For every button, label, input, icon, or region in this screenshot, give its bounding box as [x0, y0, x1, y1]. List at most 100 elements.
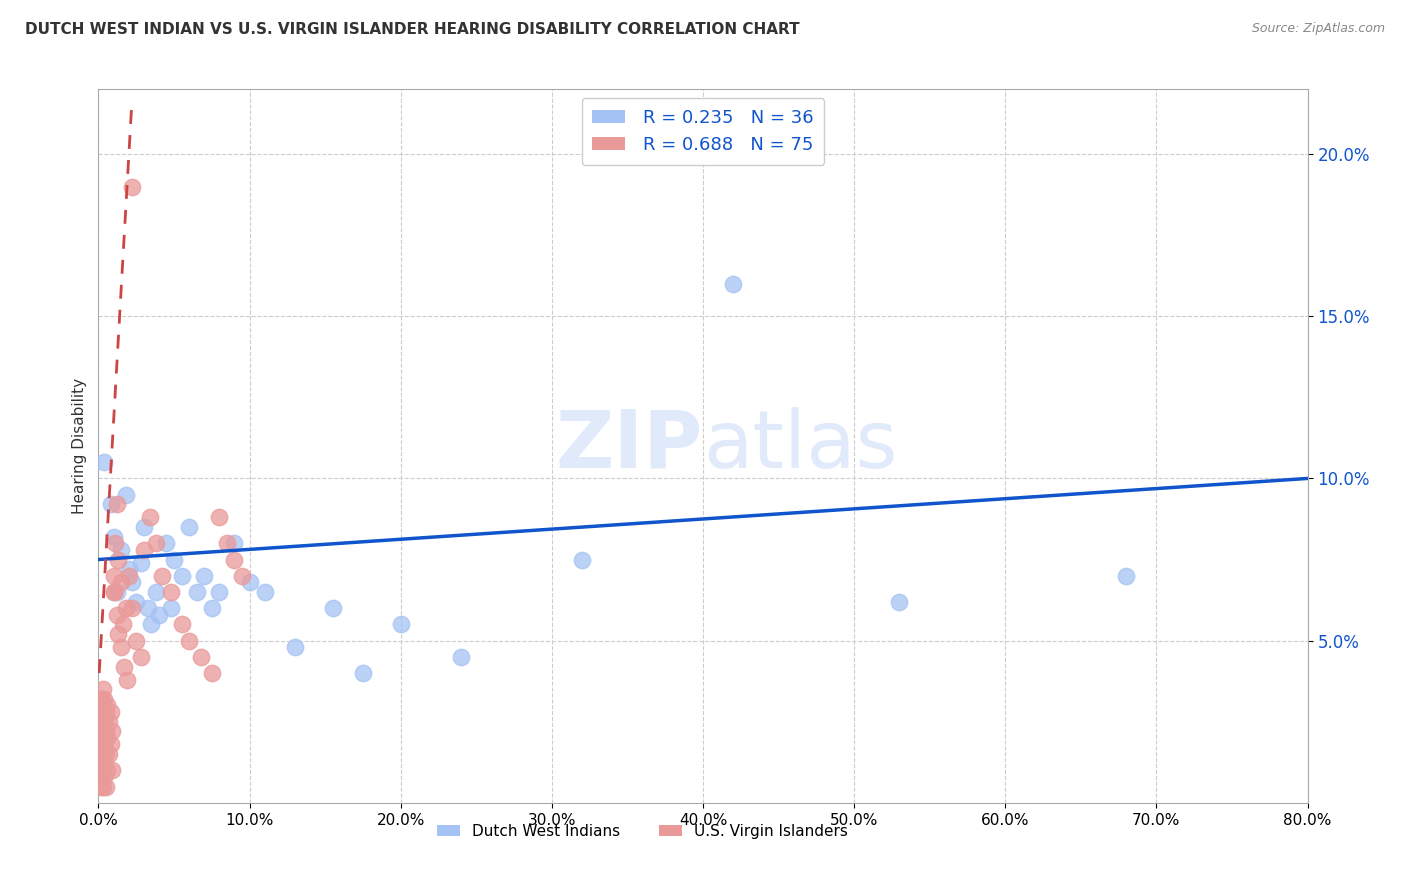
Point	[1115, 568, 1137, 582]
Point	[89, 738, 111, 752]
Point	[179, 520, 201, 534]
Point	[132, 520, 155, 534]
Point	[121, 601, 143, 615]
Point	[103, 585, 125, 599]
Text: DUTCH WEST INDIAN VS U.S. VIRGIN ISLANDER HEARING DISABILITY CORRELATION CHART: DUTCH WEST INDIAN VS U.S. VIRGIN ISLANDE…	[25, 22, 800, 37]
Point	[93, 692, 115, 706]
Point	[125, 633, 148, 648]
Point	[132, 542, 155, 557]
Point	[215, 536, 238, 550]
Point	[231, 568, 253, 582]
Point	[112, 659, 135, 673]
Point	[118, 562, 141, 576]
Point	[93, 770, 115, 784]
Point	[89, 714, 111, 729]
Point	[89, 770, 111, 784]
Point	[94, 705, 117, 719]
Point	[96, 764, 118, 778]
Point	[104, 536, 127, 550]
Point	[96, 731, 118, 745]
Point	[145, 585, 167, 599]
Point	[89, 764, 111, 778]
Point	[160, 601, 183, 615]
Point	[98, 747, 121, 761]
Point	[129, 649, 152, 664]
Point	[111, 617, 134, 632]
Point	[101, 724, 124, 739]
Point	[90, 764, 112, 778]
Point	[224, 552, 246, 566]
Point	[322, 601, 344, 615]
Point	[141, 617, 163, 632]
Point	[352, 666, 374, 681]
Point	[224, 536, 246, 550]
Point	[90, 747, 112, 761]
Point	[114, 601, 136, 615]
Point	[208, 510, 231, 524]
Point	[89, 756, 111, 771]
Point	[89, 724, 111, 739]
Point	[284, 640, 307, 654]
Point	[121, 179, 143, 194]
Point	[114, 488, 136, 502]
Point	[101, 764, 124, 778]
Point	[105, 585, 128, 599]
Point	[889, 595, 911, 609]
Text: ZIP: ZIP	[555, 407, 703, 485]
Point	[93, 714, 115, 729]
Point	[90, 714, 112, 729]
Point	[110, 542, 132, 557]
Point	[186, 585, 208, 599]
Point	[89, 692, 111, 706]
Point	[89, 705, 111, 719]
Point	[115, 673, 138, 687]
Point	[93, 455, 115, 469]
Point	[125, 595, 148, 609]
Point	[571, 552, 593, 566]
Point	[91, 764, 114, 778]
Point	[170, 617, 193, 632]
Point	[91, 780, 114, 794]
Point	[90, 780, 112, 794]
Point	[170, 568, 193, 582]
Point	[239, 575, 262, 590]
Point	[107, 552, 129, 566]
Point	[89, 731, 111, 745]
Point	[90, 747, 112, 761]
Point	[193, 568, 215, 582]
Point	[107, 627, 129, 641]
Text: Source: ZipAtlas.com: Source: ZipAtlas.com	[1251, 22, 1385, 36]
Point	[100, 705, 122, 719]
Point	[103, 585, 125, 599]
Point	[121, 575, 143, 590]
Point	[723, 277, 745, 291]
Point	[201, 601, 224, 615]
Point	[201, 666, 224, 681]
Point	[450, 649, 472, 664]
Point	[90, 692, 112, 706]
Point	[94, 747, 117, 761]
Point	[105, 497, 128, 511]
Point	[98, 714, 121, 729]
Point	[93, 756, 115, 771]
Point	[91, 714, 114, 729]
Point	[129, 556, 152, 570]
Point	[94, 780, 117, 794]
Point	[91, 682, 114, 697]
Point	[91, 747, 114, 761]
Point	[160, 585, 183, 599]
Point	[389, 617, 412, 632]
Point	[145, 536, 167, 550]
Point	[91, 698, 114, 713]
Point	[139, 510, 162, 524]
Point	[91, 731, 114, 745]
Point	[89, 747, 111, 761]
Point	[118, 568, 141, 582]
Point	[100, 738, 122, 752]
Point	[90, 705, 112, 719]
Point	[163, 552, 186, 566]
Point	[103, 568, 125, 582]
Legend: Dutch West Indians, U.S. Virgin Islanders: Dutch West Indians, U.S. Virgin Islander…	[432, 818, 853, 845]
Text: atlas: atlas	[703, 407, 897, 485]
Point	[253, 585, 276, 599]
